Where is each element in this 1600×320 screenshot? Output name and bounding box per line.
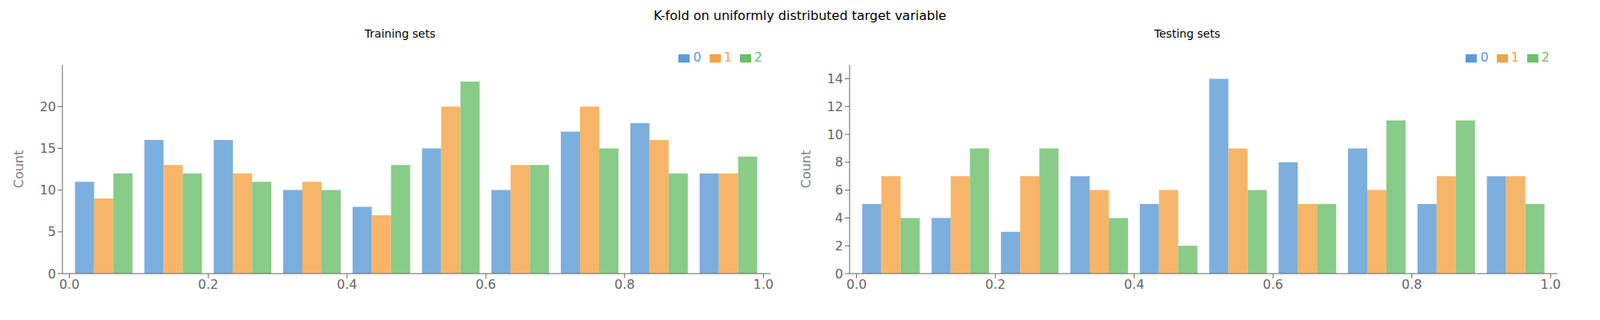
svg-text:0.6: 0.6 [476,276,496,292]
html-text:2: 2 [1541,49,1550,65]
svg-text:0.4: 0.4 [1124,276,1144,292]
svg-text:0.8: 0.8 [614,276,635,292]
svg-text:10: 10 [827,127,844,143]
svg-text:4: 4 [835,210,844,226]
svg-text:1.0: 1.0 [753,276,774,292]
svg-text:0.2: 0.2 [197,276,218,292]
svg-text:12: 12 [827,99,844,115]
svg-text:15: 15 [40,140,56,156]
svg-text:10: 10 [40,182,56,198]
svg-text:14: 14 [827,71,844,87]
html-text:0: 0 [693,49,702,65]
svg-text:Count: Count [798,150,814,189]
svg-text:0.4: 0.4 [336,276,357,292]
svg-text:Count: Count [11,150,27,189]
svg-text:0.6: 0.6 [1263,276,1284,292]
svg-text:0.0: 0.0 [846,276,867,292]
svg-text:0: 0 [48,266,56,282]
html-text:2: 2 [754,49,763,65]
svg-text:0.2: 0.2 [984,276,1005,292]
svg-text:6: 6 [835,182,844,198]
svg-text:20: 20 [40,99,56,115]
svg-text:8: 8 [835,154,844,170]
svg-text:1.0: 1.0 [1540,276,1561,292]
html-text:K-fold on uniformly distribute: K-fold on uniformly distributed target v… [653,8,947,24]
html-text:0: 0 [1480,49,1489,65]
svg-text:5: 5 [48,224,56,240]
svg-text:0.8: 0.8 [1401,276,1422,292]
html-text:1: 1 [723,49,732,65]
svg-text:0.0: 0.0 [59,276,80,292]
html-text:Testing sets: Testing sets [1154,27,1221,40]
html-text:Training sets: Training sets [364,27,436,40]
svg-text:0: 0 [835,266,844,282]
svg-text:2: 2 [835,238,844,254]
html-text:1: 1 [1510,49,1520,65]
